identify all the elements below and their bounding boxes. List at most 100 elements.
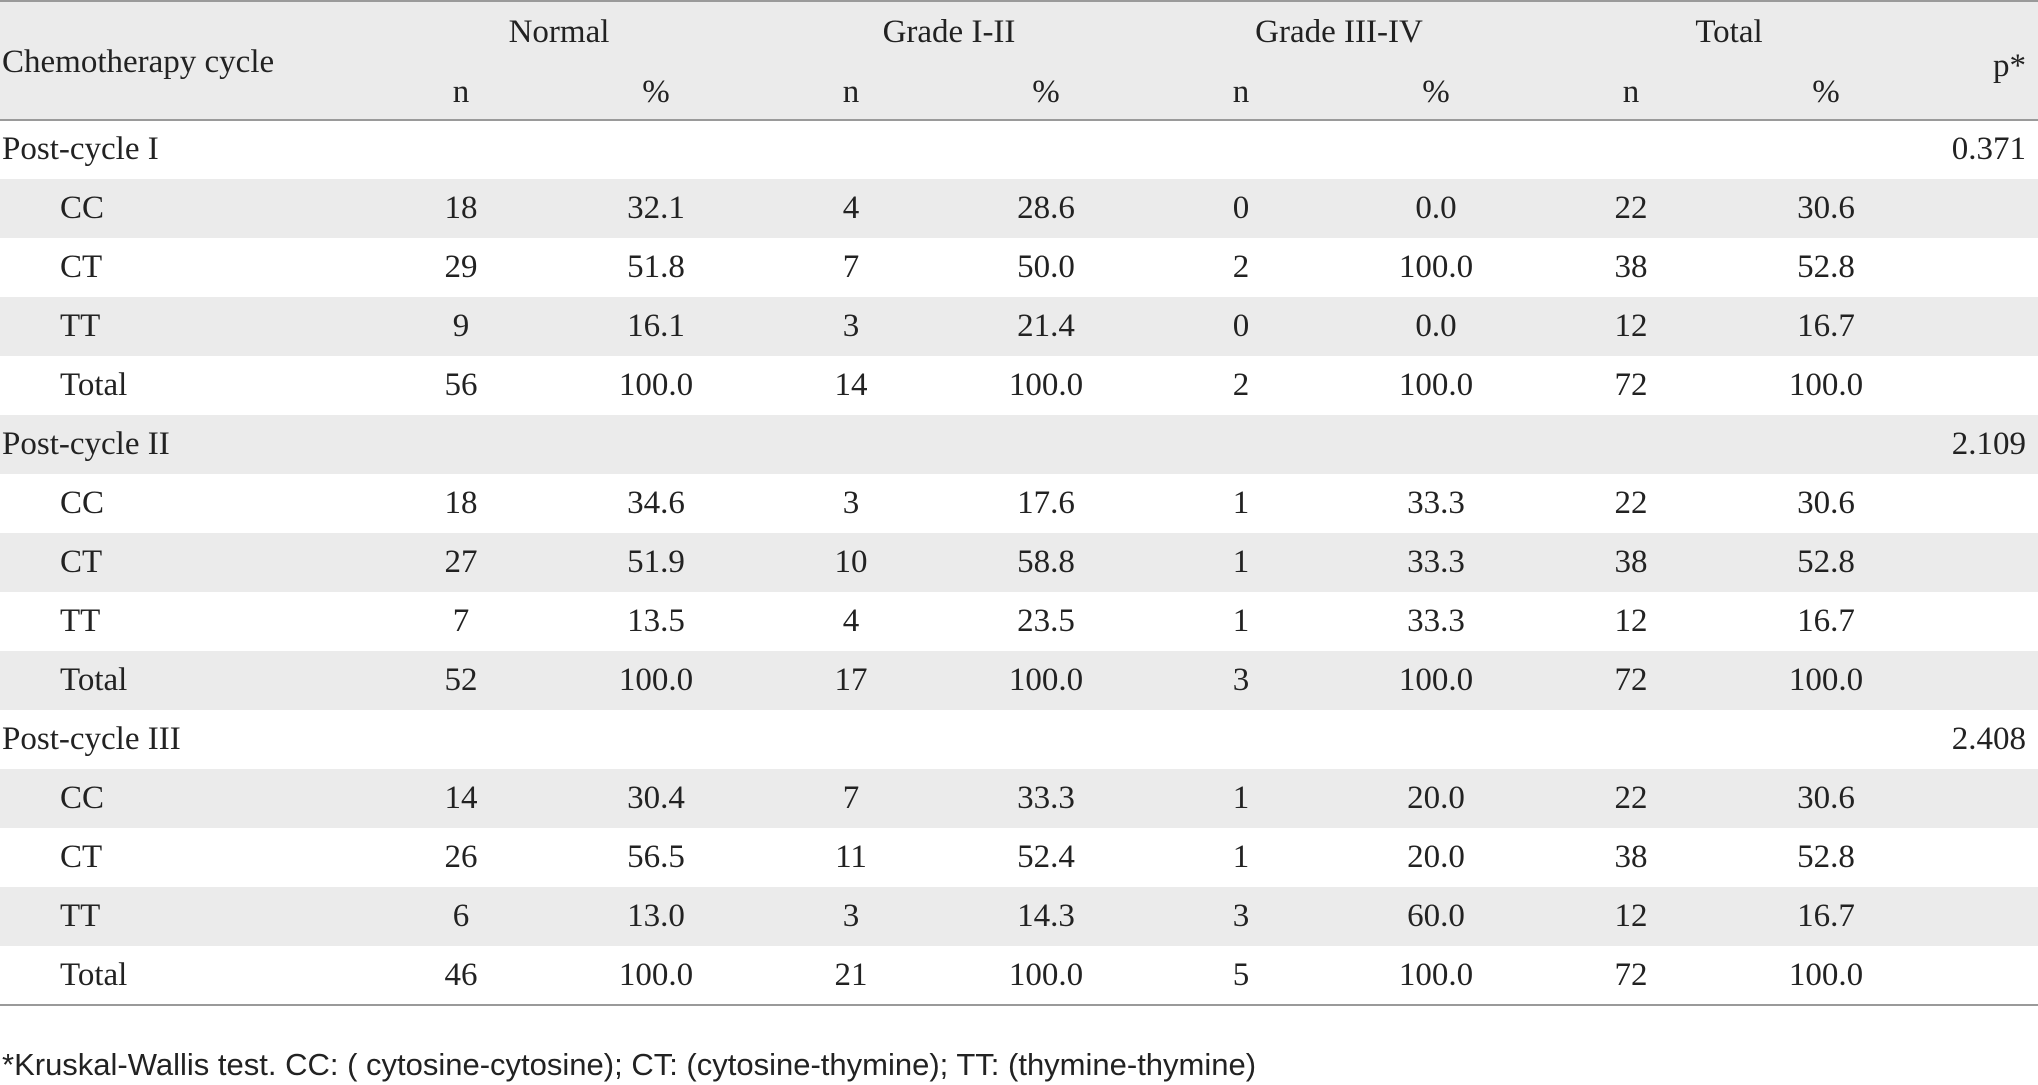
header-sub: n bbox=[1232, 74, 1250, 110]
cell: 46 bbox=[444, 957, 478, 993]
cell: 21.4 bbox=[1017, 308, 1075, 344]
row-label: CT bbox=[60, 544, 103, 580]
cell: 13.5 bbox=[627, 603, 685, 639]
header-sub: n bbox=[1622, 74, 1640, 110]
top-rule bbox=[0, 0, 2038, 2]
cell: 33.3 bbox=[1407, 603, 1465, 639]
cell: 38 bbox=[1614, 839, 1648, 875]
cell: 7 bbox=[842, 780, 860, 816]
cell: 16.7 bbox=[1797, 898, 1855, 934]
cell: 17 bbox=[834, 662, 868, 698]
cell: 38 bbox=[1614, 544, 1648, 580]
row-background bbox=[0, 769, 2038, 828]
cell: 12 bbox=[1614, 308, 1648, 344]
cell: 11 bbox=[835, 839, 867, 875]
header-cell: Chemotherapy cycle bbox=[2, 44, 275, 80]
cell: 7 bbox=[842, 249, 860, 285]
row-background bbox=[0, 887, 2038, 946]
cell: 28.6 bbox=[1017, 190, 1075, 226]
cell: 100.0 bbox=[1788, 367, 1864, 403]
row-background bbox=[0, 179, 2038, 238]
row-background bbox=[0, 415, 2038, 474]
row-label: Total bbox=[60, 957, 128, 993]
cell: 72 bbox=[1614, 367, 1648, 403]
row-background bbox=[0, 533, 2038, 592]
cell: 52.8 bbox=[1797, 839, 1855, 875]
cell: 0 bbox=[1232, 308, 1250, 344]
row-label: CT bbox=[60, 839, 103, 875]
cell: 18 bbox=[444, 190, 478, 226]
cell: 72 bbox=[1614, 662, 1648, 698]
cell: 29 bbox=[444, 249, 478, 285]
header-group: Total bbox=[1695, 14, 1763, 50]
cell: 100.0 bbox=[1398, 957, 1474, 993]
header-sub: % bbox=[1032, 74, 1060, 110]
cell: 50.0 bbox=[1017, 249, 1075, 285]
cell: 14 bbox=[444, 780, 478, 816]
cell: 26 bbox=[444, 839, 478, 875]
cell: 14.3 bbox=[1017, 898, 1075, 934]
cell: 100.0 bbox=[1398, 367, 1474, 403]
bottom-rule bbox=[0, 1004, 2038, 1006]
p-value: 2.408 bbox=[1951, 721, 2026, 757]
cell: 0.0 bbox=[1415, 190, 1457, 226]
cell: 100.0 bbox=[1788, 662, 1864, 698]
cell: 100.0 bbox=[618, 367, 694, 403]
cell: 100.0 bbox=[1788, 957, 1864, 993]
cell: 3 bbox=[842, 898, 860, 934]
cell: 100.0 bbox=[1008, 662, 1084, 698]
cell: 1 bbox=[1232, 839, 1250, 875]
cell: 20.0 bbox=[1407, 780, 1465, 816]
header-background bbox=[0, 0, 2038, 120]
section-label: Post-cycle II bbox=[2, 426, 170, 462]
cell: 56.5 bbox=[627, 839, 685, 875]
section-label: Post-cycle III bbox=[2, 721, 181, 757]
row-label: CC bbox=[60, 190, 105, 226]
row-label: Total bbox=[60, 367, 128, 403]
cell: 6 bbox=[452, 898, 470, 934]
cell: 30.6 bbox=[1797, 485, 1855, 521]
cell: 3 bbox=[1232, 662, 1250, 698]
row-background bbox=[0, 651, 2038, 710]
header-sub: % bbox=[1812, 74, 1840, 110]
cell: 51.9 bbox=[627, 544, 685, 580]
p-value: 0.371 bbox=[1951, 131, 2026, 167]
cell: 16.7 bbox=[1797, 603, 1855, 639]
cell: 7 bbox=[452, 603, 470, 639]
cell: 52.8 bbox=[1797, 544, 1855, 580]
cell: 3 bbox=[1232, 898, 1250, 934]
header-cell: p* bbox=[1993, 48, 2026, 84]
header-rule bbox=[0, 119, 2038, 121]
cell: 16.1 bbox=[627, 308, 685, 344]
cell: 100.0 bbox=[1008, 957, 1084, 993]
cell: 52 bbox=[444, 662, 478, 698]
cell: 38 bbox=[1614, 249, 1648, 285]
cell: 1 bbox=[1232, 603, 1250, 639]
cell: 52.4 bbox=[1017, 839, 1075, 875]
cell: 4 bbox=[842, 603, 860, 639]
footnote: *Kruskal-Wallis test. CC: ( cytosine-cyt… bbox=[2, 1047, 1257, 1082]
row-label: CT bbox=[60, 249, 103, 285]
cell: 13.0 bbox=[627, 898, 685, 934]
cell: 17.6 bbox=[1017, 485, 1075, 521]
cell: 0.0 bbox=[1415, 308, 1457, 344]
cell: 5 bbox=[1232, 957, 1250, 993]
cell: 1 bbox=[1232, 544, 1250, 580]
cell: 9 bbox=[452, 308, 470, 344]
row-label: Total bbox=[60, 662, 128, 698]
cell: 3 bbox=[842, 485, 860, 521]
cell: 30.6 bbox=[1797, 190, 1855, 226]
header-sub: % bbox=[642, 74, 670, 110]
cell: 3 bbox=[842, 308, 860, 344]
row-label: TT bbox=[60, 898, 101, 934]
cell: 100.0 bbox=[618, 957, 694, 993]
cell: 22 bbox=[1614, 190, 1648, 226]
cell: 100.0 bbox=[1008, 367, 1084, 403]
cell: 33.3 bbox=[1017, 780, 1075, 816]
header-sub: n bbox=[452, 74, 470, 110]
cell: 58.8 bbox=[1017, 544, 1075, 580]
cell: 21 bbox=[834, 957, 868, 993]
cell: 1 bbox=[1232, 780, 1250, 816]
cell: 2 bbox=[1232, 249, 1250, 285]
cell: 32.1 bbox=[627, 190, 685, 226]
